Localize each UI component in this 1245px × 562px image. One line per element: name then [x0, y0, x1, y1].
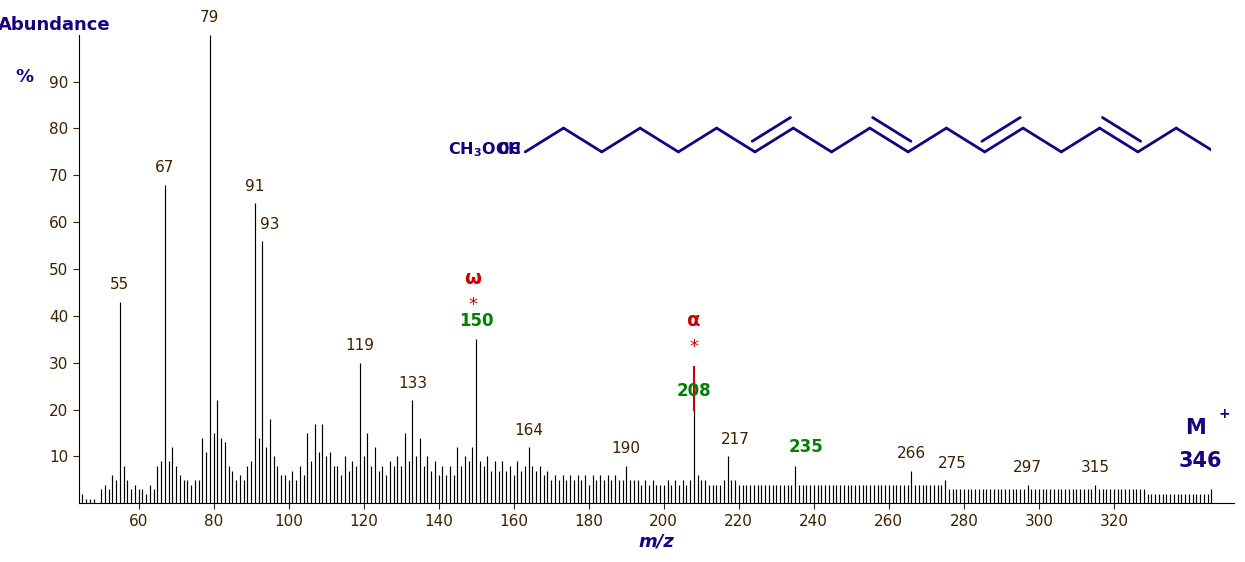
Text: Abundance: Abundance	[0, 16, 111, 34]
Text: 217: 217	[721, 432, 749, 447]
Text: 275: 275	[939, 456, 967, 470]
Text: 208: 208	[676, 382, 711, 400]
Text: 164: 164	[514, 423, 543, 438]
X-axis label: m/z: m/z	[639, 533, 675, 551]
Text: 315: 315	[1081, 460, 1109, 475]
Text: 190: 190	[611, 442, 641, 456]
Text: 346: 346	[1178, 451, 1221, 470]
Text: 67: 67	[156, 160, 174, 175]
Text: 133: 133	[398, 376, 427, 391]
Text: 266: 266	[896, 446, 926, 461]
Text: %: %	[15, 67, 34, 85]
Text: ω: ω	[464, 269, 481, 288]
Text: *: *	[690, 338, 698, 356]
Text: 93: 93	[260, 216, 280, 232]
Text: 235: 235	[789, 438, 824, 456]
Text: +: +	[1219, 407, 1230, 422]
Text: 55: 55	[111, 278, 129, 292]
Text: 150: 150	[459, 312, 493, 330]
Text: M: M	[1185, 418, 1206, 438]
Text: 91: 91	[245, 179, 265, 194]
Text: α: α	[687, 311, 701, 330]
Text: 119: 119	[345, 338, 375, 353]
Text: 79: 79	[200, 10, 219, 25]
Text: *: *	[468, 296, 477, 314]
Text: 297: 297	[1013, 460, 1042, 475]
